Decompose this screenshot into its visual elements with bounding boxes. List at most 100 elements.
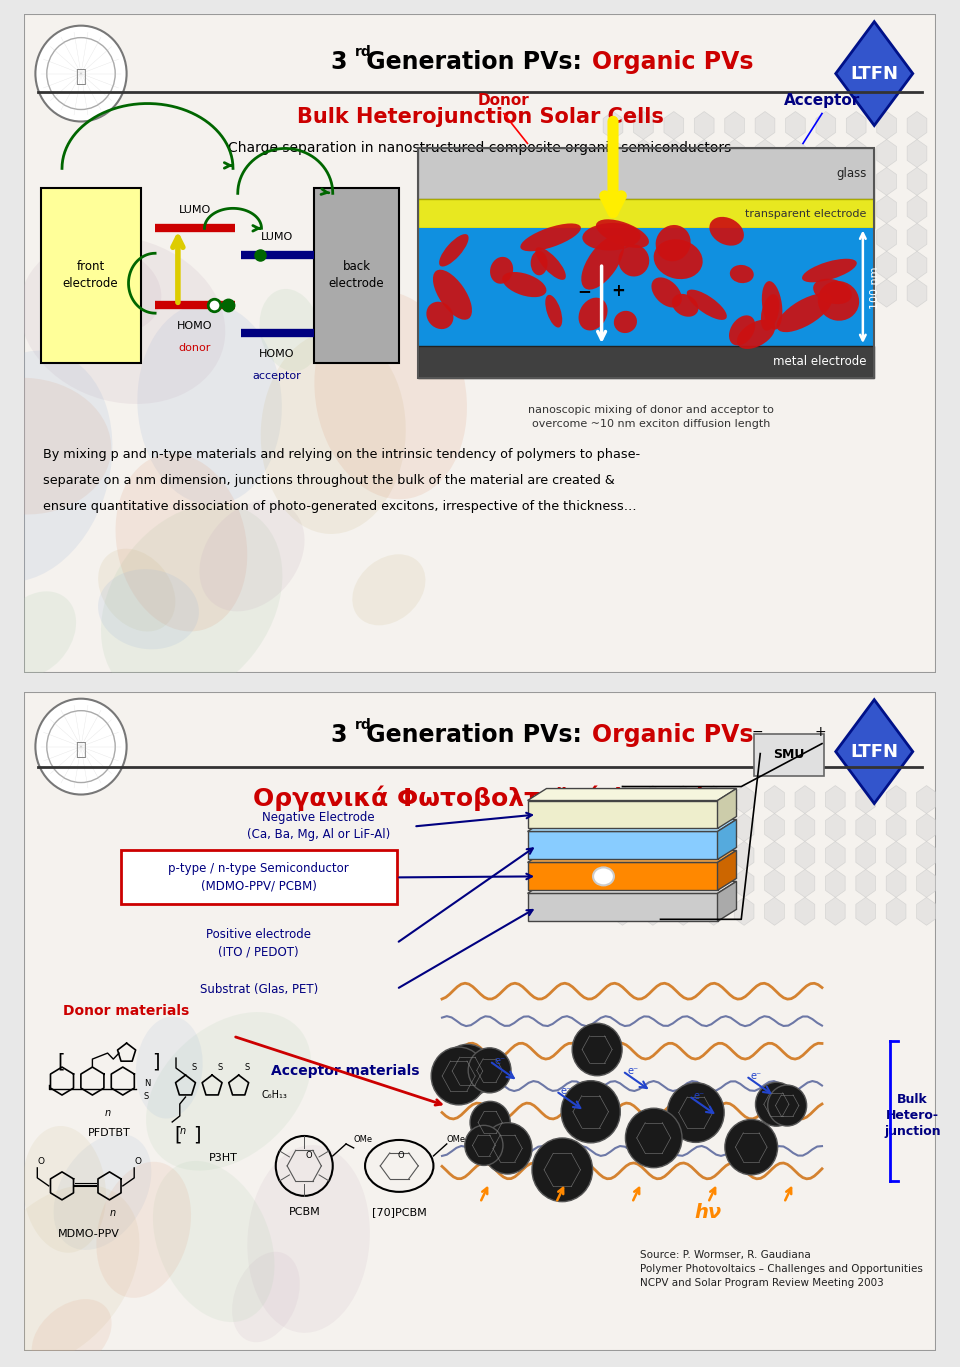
Polygon shape (917, 842, 936, 869)
Polygon shape (725, 139, 744, 167)
Polygon shape (876, 139, 897, 167)
Polygon shape (664, 223, 684, 252)
FancyBboxPatch shape (527, 801, 717, 828)
Text: P3HT: P3HT (209, 1152, 238, 1163)
Text: [70]PCBM: [70]PCBM (372, 1207, 426, 1217)
Text: Charge separation in nanostructured composite organic semiconductors: Charge separation in nanostructured comp… (228, 141, 732, 156)
Polygon shape (634, 195, 653, 223)
Text: Generation PVs:: Generation PVs: (358, 723, 590, 746)
Polygon shape (855, 786, 876, 813)
Text: LTFN: LTFN (851, 742, 899, 760)
Polygon shape (756, 195, 775, 223)
Circle shape (465, 1125, 503, 1166)
Ellipse shape (314, 291, 467, 499)
Ellipse shape (98, 548, 176, 632)
Polygon shape (734, 786, 754, 813)
Polygon shape (847, 252, 866, 279)
Polygon shape (764, 813, 784, 842)
Polygon shape (855, 842, 876, 869)
Ellipse shape (248, 1146, 370, 1333)
Circle shape (468, 1048, 511, 1092)
Ellipse shape (613, 310, 637, 334)
Polygon shape (717, 819, 736, 860)
Ellipse shape (101, 503, 282, 703)
Polygon shape (938, 279, 957, 308)
Polygon shape (694, 139, 714, 167)
Ellipse shape (261, 331, 406, 534)
FancyBboxPatch shape (24, 692, 936, 1351)
Text: 3: 3 (330, 49, 347, 74)
Polygon shape (756, 252, 775, 279)
Text: HOMO: HOMO (259, 349, 295, 360)
Polygon shape (816, 167, 835, 195)
Polygon shape (664, 167, 684, 195)
Ellipse shape (98, 569, 199, 649)
Polygon shape (938, 139, 957, 167)
Polygon shape (664, 279, 684, 308)
Polygon shape (634, 139, 653, 167)
Ellipse shape (593, 868, 614, 886)
Text: metal electrode: metal electrode (773, 355, 867, 369)
Polygon shape (634, 112, 653, 139)
Ellipse shape (259, 288, 321, 372)
Polygon shape (938, 223, 957, 252)
Text: e⁻: e⁻ (751, 1072, 762, 1081)
Ellipse shape (652, 278, 682, 308)
Polygon shape (612, 897, 633, 925)
Ellipse shape (56, 246, 161, 334)
Text: ]: ] (193, 1126, 201, 1146)
Polygon shape (673, 842, 693, 869)
Text: OMe: OMe (446, 1135, 466, 1144)
Polygon shape (785, 139, 805, 167)
Polygon shape (694, 223, 714, 252)
Text: glass: glass (836, 167, 867, 180)
Polygon shape (764, 842, 784, 869)
Polygon shape (725, 195, 744, 223)
Ellipse shape (531, 252, 547, 275)
Polygon shape (694, 279, 714, 308)
Polygon shape (694, 252, 714, 279)
Ellipse shape (672, 294, 699, 317)
Ellipse shape (0, 350, 112, 582)
Polygon shape (816, 195, 835, 223)
Text: LUMO: LUMO (260, 232, 293, 242)
Text: rd: rd (354, 45, 372, 59)
Ellipse shape (19, 236, 226, 405)
Text: +: + (814, 725, 826, 738)
Polygon shape (886, 813, 906, 842)
Text: O: O (37, 1156, 44, 1166)
Polygon shape (694, 167, 714, 195)
Polygon shape (855, 897, 876, 925)
Polygon shape (947, 897, 960, 925)
Polygon shape (876, 252, 897, 279)
Circle shape (47, 711, 115, 782)
Polygon shape (907, 167, 926, 195)
Polygon shape (603, 167, 623, 195)
Text: −: − (752, 725, 763, 738)
Circle shape (756, 1083, 798, 1126)
Polygon shape (876, 112, 897, 139)
Ellipse shape (686, 290, 727, 320)
Polygon shape (756, 279, 775, 308)
Polygon shape (725, 112, 744, 139)
Text: e⁻: e⁻ (627, 1066, 638, 1076)
Polygon shape (764, 869, 784, 897)
FancyBboxPatch shape (527, 831, 717, 860)
Polygon shape (634, 223, 653, 252)
Circle shape (667, 1083, 724, 1143)
Text: O: O (397, 1151, 404, 1161)
Polygon shape (876, 279, 897, 308)
Circle shape (442, 1044, 492, 1098)
Polygon shape (673, 813, 693, 842)
Ellipse shape (433, 269, 472, 320)
Polygon shape (947, 786, 960, 813)
Polygon shape (734, 897, 754, 925)
Ellipse shape (0, 377, 111, 514)
Polygon shape (826, 786, 845, 813)
Polygon shape (764, 897, 784, 925)
Polygon shape (725, 167, 744, 195)
Ellipse shape (709, 217, 744, 246)
Polygon shape (603, 252, 623, 279)
Ellipse shape (762, 282, 782, 329)
Text: back
electrode: back electrode (328, 260, 384, 290)
